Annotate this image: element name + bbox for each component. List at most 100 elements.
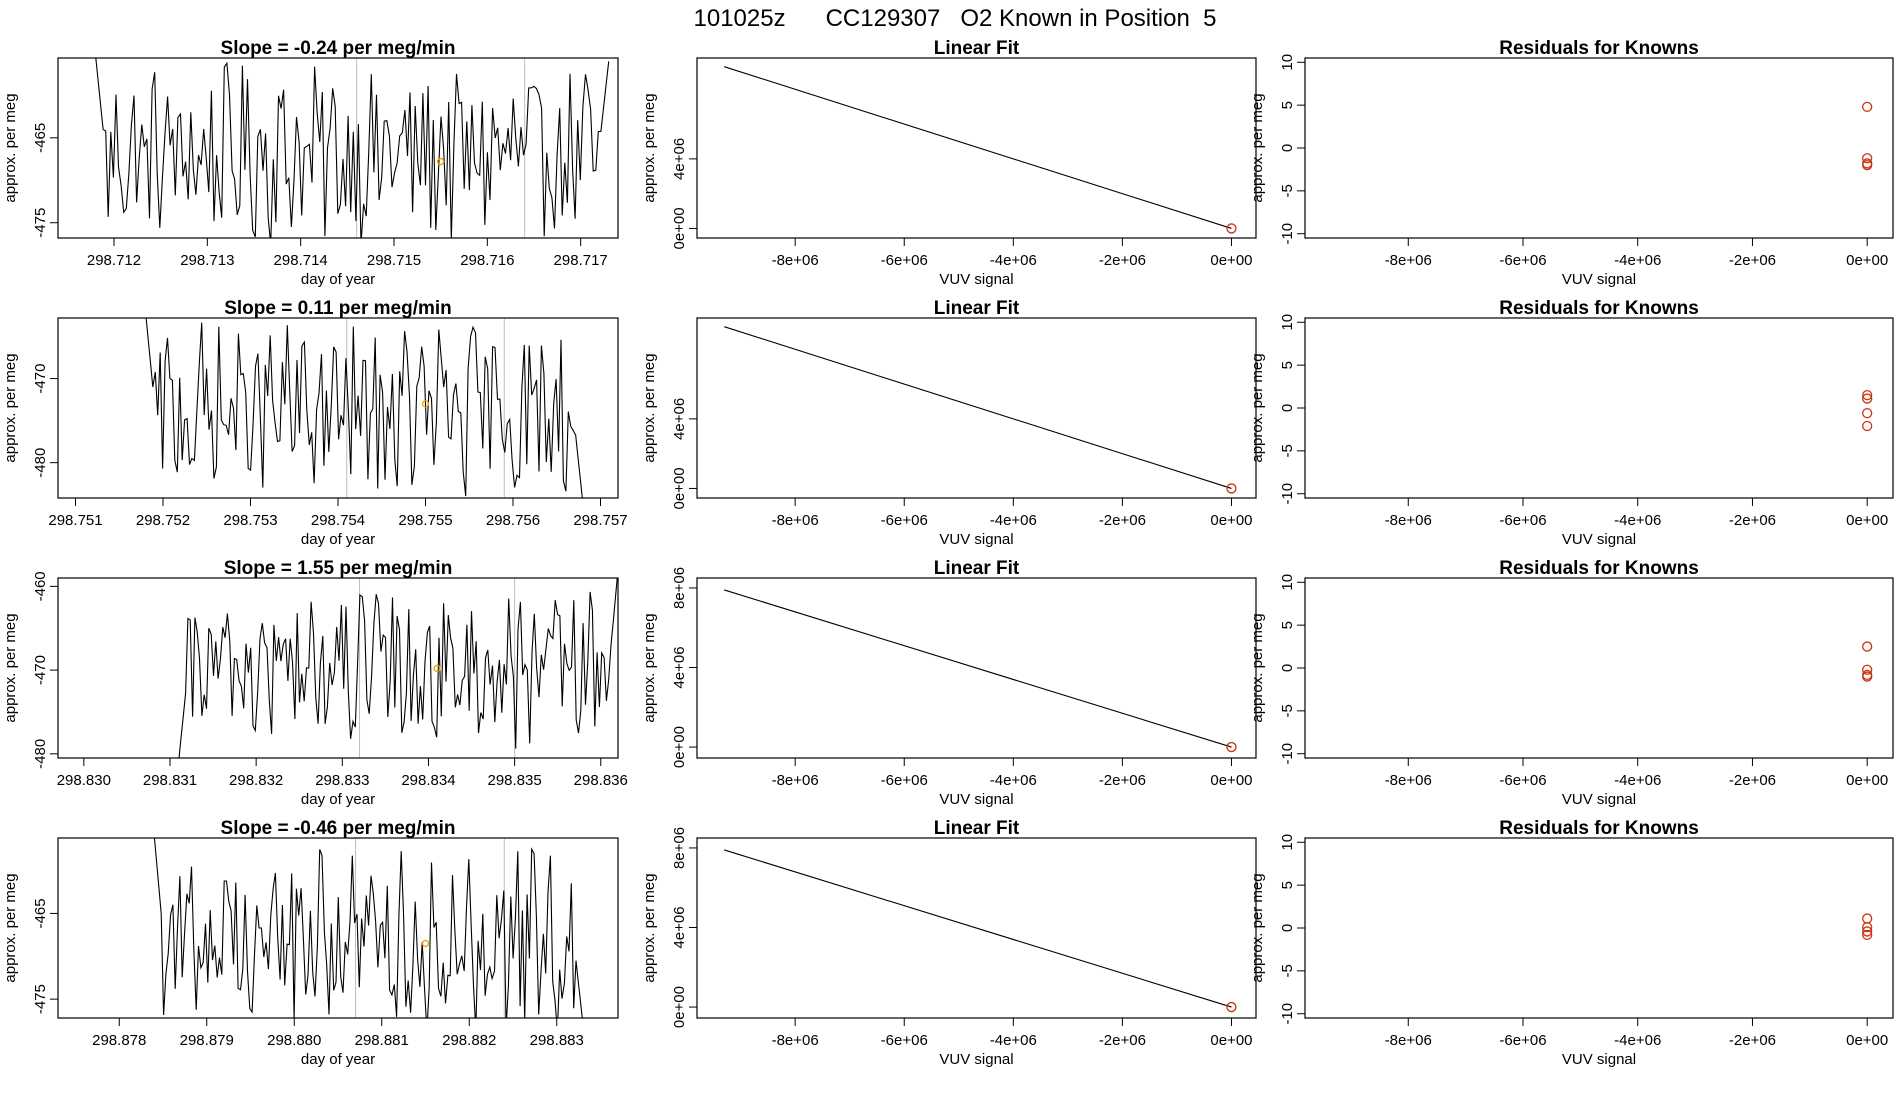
residual-point	[1862, 926, 1873, 937]
y-axis-label: approx. per meg	[2, 873, 19, 982]
y-tick-label: 0	[1279, 404, 1296, 412]
data-point	[1226, 483, 1237, 494]
y-tick-label: 4e+06	[671, 398, 688, 440]
x-tick-label: -4e+06	[990, 512, 1037, 529]
x-axis-label: VUV signal	[939, 271, 1013, 288]
x-tick-label: 298.756	[486, 512, 540, 529]
residual-point	[1862, 913, 1873, 924]
y-tick-label: 0	[1279, 664, 1296, 672]
y-tick-label: -10	[1279, 223, 1296, 245]
y-tick-label: -10	[1279, 1003, 1296, 1025]
x-tick-label: -6e+06	[881, 252, 928, 269]
x-axis-label: VUV signal	[939, 791, 1013, 808]
data-trace	[95, 58, 610, 238]
y-tick-label: 4e+06	[671, 646, 688, 688]
plot-area	[145, 318, 583, 498]
plot-frame	[1304, 577, 1894, 759]
x-tick-label: 298.752	[136, 512, 190, 529]
x-tick-label: 298.831	[143, 772, 197, 789]
plot-frame	[1304, 57, 1894, 239]
x-tick-label: 298.882	[442, 1032, 496, 1049]
panels-group: Slope = -0.24 per meg/min 298.712 298.713 2…	[2, 38, 1894, 1068]
residual-point	[1862, 921, 1873, 933]
panel-title: Residuals for Knowns	[1499, 298, 1699, 319]
fit-line	[724, 589, 1232, 748]
fit-line	[724, 66, 1232, 229]
residual-point	[1862, 153, 1873, 164]
x-tick-label: 298.754	[311, 512, 365, 529]
y-axis-label: approx. per meg	[1249, 93, 1266, 202]
panel-title: Residuals for Knowns	[1499, 818, 1699, 839]
residual-point	[1862, 671, 1873, 682]
residuals-panel: Residuals for Knowns -8e+06 -6e+06 -4e+06 -2…	[1249, 818, 1894, 1068]
mean-marker	[421, 939, 430, 948]
data-point	[1226, 223, 1237, 234]
x-tick-label: 298.878	[92, 1032, 146, 1049]
x-axis-label: VUV signal	[1562, 1051, 1636, 1068]
y-tick-label: 10	[1279, 574, 1296, 591]
plot-area	[724, 589, 1237, 753]
y-tick-label: 0	[1279, 144, 1296, 152]
x-tick-label: -6e+06	[1499, 512, 1546, 529]
plot-area	[724, 849, 1237, 1013]
plot-frame	[696, 57, 1257, 239]
y-tick-label: -5	[1279, 444, 1296, 457]
data-trace	[145, 318, 583, 498]
data-point	[1226, 1001, 1237, 1013]
mean-marker	[437, 157, 445, 166]
x-tick-label: 298.836	[574, 772, 628, 789]
y-tick-label: -5	[1279, 704, 1296, 717]
y-axis-label: approx. per meg	[2, 353, 19, 462]
y-tick-label: -5	[1279, 964, 1296, 977]
x-tick-label: -4e+06	[1614, 512, 1661, 529]
x-tick-label: -8e+06	[1385, 512, 1432, 529]
y-tick-label: -10	[1279, 743, 1296, 765]
y-axis-label: approx. per meg	[2, 93, 19, 202]
x-tick-label: 298.714	[274, 252, 328, 269]
panel-title: Linear Fit	[934, 818, 1020, 839]
y-axis-label: approx. per meg	[1249, 353, 1266, 462]
plot-area	[1862, 389, 1873, 432]
x-tick-label: -8e+06	[1385, 1032, 1432, 1049]
x-tick-label: 298.835	[487, 772, 541, 789]
x-tick-label: -4e+06	[990, 1032, 1037, 1049]
x-tick-label: -8e+06	[772, 252, 819, 269]
plot-area	[1862, 101, 1873, 171]
y-tick-label: -470	[32, 364, 49, 394]
linear_fit-panel: Linear Fit -8e+06 -6e+06 -4e+06 -2e+06 0e+00 0…	[641, 818, 1257, 1068]
plot-frame	[696, 577, 1257, 759]
fit-line	[724, 849, 1232, 1008]
x-tick-label: -8e+06	[1385, 772, 1432, 789]
mean-marker	[433, 664, 441, 673]
x-tick-label: -6e+06	[1499, 772, 1546, 789]
y-tick-label: 0e+00	[671, 986, 688, 1028]
timeseries-panel: Slope = -0.46 per meg/min 298.878 298.879 2…	[2, 818, 619, 1068]
y-axis-label: approx. per meg	[641, 873, 658, 982]
plot-area	[1862, 641, 1873, 682]
x-tick-label: -4e+06	[1614, 1032, 1661, 1049]
plot-frame	[696, 317, 1257, 499]
x-axis-label: day of year	[301, 531, 375, 548]
data-point	[1226, 741, 1237, 753]
plot-area	[724, 326, 1237, 494]
fit-line	[724, 326, 1232, 489]
x-tick-label: -2e+06	[1099, 1032, 1146, 1049]
panel-title: Slope = 0.11 per meg/min	[224, 298, 452, 319]
plot-area	[724, 66, 1237, 234]
x-tick-label: -2e+06	[1099, 252, 1146, 269]
x-tick-label: -2e+06	[1729, 1032, 1776, 1049]
residual-point	[1862, 641, 1873, 652]
y-tick-label: 10	[1279, 314, 1296, 331]
y-tick-label: -465	[32, 898, 49, 928]
residual-point	[1862, 393, 1873, 404]
x-tick-label: -2e+06	[1729, 512, 1776, 529]
linear_fit-panel: Linear Fit -8e+06 -6e+06 -4e+06 -2e+06 0e+00 0…	[641, 298, 1257, 548]
timeseries-panel: Slope = 1.55 per meg/min 298.830 298.831 29…	[2, 558, 628, 808]
residual-point	[1862, 101, 1873, 113]
x-tick-label: -8e+06	[772, 1032, 819, 1049]
x-tick-label: 298.833	[315, 772, 369, 789]
x-tick-label: 298.755	[398, 512, 452, 529]
residual-point	[1862, 407, 1873, 419]
x-tick-label: -8e+06	[772, 772, 819, 789]
